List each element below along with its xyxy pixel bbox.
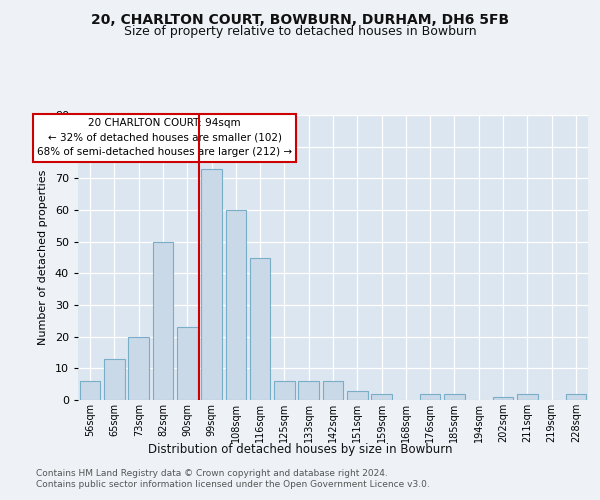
Text: 20, CHARLTON COURT, BOWBURN, DURHAM, DH6 5FB: 20, CHARLTON COURT, BOWBURN, DURHAM, DH6… — [91, 12, 509, 26]
Bar — [177, 327, 197, 400]
Bar — [152, 242, 173, 400]
Text: 20 CHARLTON COURT: 94sqm
← 32% of detached houses are smaller (102)
68% of semi-: 20 CHARLTON COURT: 94sqm ← 32% of detach… — [37, 118, 292, 158]
Y-axis label: Number of detached properties: Number of detached properties — [38, 170, 48, 345]
Text: Distribution of detached houses by size in Bowburn: Distribution of detached houses by size … — [148, 442, 452, 456]
Bar — [347, 390, 368, 400]
Text: Contains HM Land Registry data © Crown copyright and database right 2024.: Contains HM Land Registry data © Crown c… — [36, 469, 388, 478]
Bar — [250, 258, 271, 400]
Bar — [201, 169, 222, 400]
Bar — [323, 381, 343, 400]
Bar — [128, 336, 149, 400]
Bar — [104, 359, 125, 400]
Bar — [371, 394, 392, 400]
Bar — [517, 394, 538, 400]
Bar — [226, 210, 246, 400]
Text: Contains public sector information licensed under the Open Government Licence v3: Contains public sector information licen… — [36, 480, 430, 489]
Bar — [444, 394, 465, 400]
Bar — [80, 381, 100, 400]
Bar — [566, 394, 586, 400]
Bar — [298, 381, 319, 400]
Bar — [420, 394, 440, 400]
Bar — [274, 381, 295, 400]
Text: Size of property relative to detached houses in Bowburn: Size of property relative to detached ho… — [124, 25, 476, 38]
Bar — [493, 397, 514, 400]
